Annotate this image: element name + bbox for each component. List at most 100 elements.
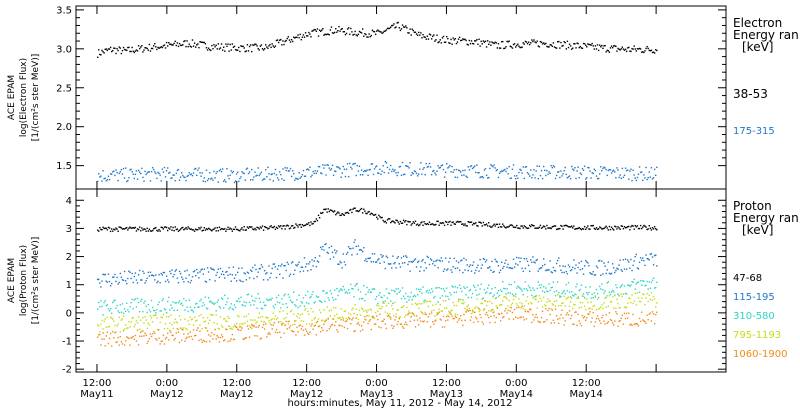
data-point (574, 228, 576, 230)
data-point (511, 47, 514, 49)
data-point (545, 269, 547, 272)
data-point (338, 25, 340, 28)
data-point (114, 229, 116, 231)
data-point (590, 273, 592, 275)
data-point (588, 228, 590, 230)
data-point (572, 323, 574, 325)
data-point (141, 335, 143, 337)
data-point (632, 169, 634, 172)
data-point (519, 46, 521, 49)
data-point (458, 317, 461, 320)
data-point (228, 267, 230, 269)
data-point (433, 323, 435, 325)
data-point (564, 265, 566, 268)
data-point (349, 292, 351, 294)
data-point (342, 285, 344, 288)
data-point (340, 214, 342, 217)
data-point (155, 338, 157, 340)
data-point (488, 316, 490, 319)
data-point (272, 312, 274, 315)
data-point (135, 279, 138, 281)
data-point (489, 41, 491, 43)
data-point (130, 302, 132, 304)
data-point (368, 257, 370, 260)
data-point (337, 294, 339, 297)
data-point (150, 47, 153, 50)
x-tick-label-date: May12 (220, 389, 253, 400)
data-point (377, 29, 379, 31)
data-point (502, 223, 504, 225)
data-point (536, 316, 538, 319)
data-point (400, 297, 403, 300)
data-point (369, 257, 371, 259)
data-point (371, 317, 374, 319)
data-point (99, 53, 101, 56)
proton-y-tick-label: -2 (62, 365, 72, 376)
data-point (544, 226, 546, 228)
data-point (599, 319, 601, 322)
legend-entry: 175-315 (733, 126, 775, 137)
data-point (130, 168, 132, 171)
data-point (328, 167, 330, 169)
data-point (295, 223, 297, 225)
data-point (186, 306, 188, 308)
data-point (267, 47, 269, 49)
data-point (558, 40, 560, 43)
data-point (425, 267, 427, 269)
data-point (484, 40, 487, 43)
data-point (641, 227, 643, 230)
data-point (465, 294, 467, 296)
data-point (499, 289, 502, 291)
data-point (129, 169, 131, 171)
data-point (246, 320, 249, 323)
data-point (481, 43, 483, 45)
data-point (163, 166, 166, 169)
data-point (206, 49, 209, 51)
data-point (307, 168, 309, 170)
data-point (314, 316, 316, 319)
data-point (166, 300, 169, 303)
data-point (517, 264, 519, 266)
data-point (242, 304, 244, 307)
data-point (406, 27, 408, 29)
data-point (318, 166, 321, 168)
data-point (484, 167, 487, 170)
data-point (587, 225, 589, 227)
data-point (283, 179, 285, 182)
data-point (643, 259, 645, 262)
data-point (120, 52, 123, 55)
data-point (611, 170, 614, 172)
data-point (532, 174, 534, 176)
data-point (550, 44, 552, 46)
data-point (315, 218, 318, 220)
data-point (174, 318, 176, 320)
data-point (301, 174, 304, 176)
data-point (526, 227, 529, 230)
data-point (383, 221, 385, 223)
data-point (561, 45, 563, 47)
data-point (583, 225, 586, 228)
data-point (181, 302, 183, 304)
data-point (585, 286, 587, 288)
data-point (588, 43, 590, 46)
data-point (169, 322, 171, 324)
data-point (351, 168, 353, 170)
data-point (225, 303, 227, 306)
data-point (496, 307, 499, 310)
data-point (294, 269, 296, 271)
data-point (119, 272, 121, 275)
data-point (280, 321, 282, 323)
data-point (117, 283, 119, 285)
data-point (507, 292, 509, 294)
data-point (524, 40, 527, 43)
data-point (135, 49, 138, 51)
data-point (234, 180, 237, 182)
data-point (465, 175, 467, 177)
data-point (286, 261, 288, 264)
data-point (642, 179, 644, 182)
data-point (621, 283, 624, 286)
data-point (198, 227, 200, 229)
data-point (235, 173, 238, 175)
data-point (572, 294, 574, 297)
data-point (291, 261, 294, 263)
